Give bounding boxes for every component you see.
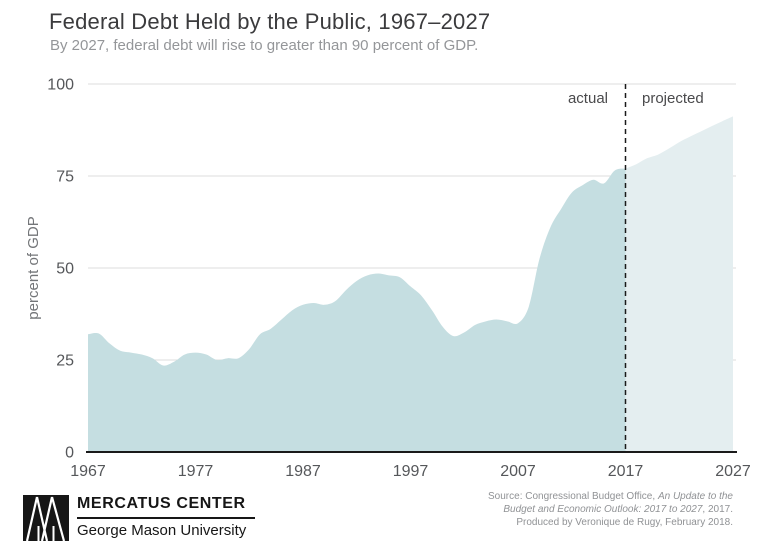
- x-tick-label-1997: 1997: [393, 463, 429, 480]
- brand-block: MERCATUS CENTER George Mason University: [77, 495, 255, 539]
- y-tick-label-75: 75: [56, 169, 74, 186]
- area-projected: [625, 116, 733, 453]
- x-tick-label-1987: 1987: [285, 463, 321, 480]
- y-tick-label-50: 50: [56, 261, 74, 278]
- page-subtitle: By 2027, federal debt will rise to great…: [50, 37, 479, 54]
- x-tick-label-2017: 2017: [608, 463, 644, 480]
- source-note: Source: Congressional Budget Office, An …: [393, 490, 733, 529]
- source-line-3: Produced by Veronique de Rugy, February …: [516, 517, 733, 528]
- y-tick-label-100: 100: [47, 77, 74, 94]
- source-line-2: Budget and Economic Outlook: 2017 to 202…: [503, 504, 733, 515]
- source-line-1: Source: Congressional Budget Office, An …: [488, 491, 733, 502]
- x-tick-label-2007: 2007: [500, 463, 536, 480]
- brand-title: MERCATUS CENTER: [77, 495, 255, 519]
- x-tick-label-1967: 1967: [70, 463, 106, 480]
- brand-subtitle: George Mason University: [77, 522, 247, 539]
- mercatus-logo-icon: [23, 495, 69, 541]
- x-tick-label-1977: 1977: [178, 463, 214, 480]
- y-tick-label-25: 25: [56, 353, 74, 370]
- y-tick-label-0: 0: [65, 445, 74, 462]
- x-tick-label-2027: 2027: [715, 463, 751, 480]
- y-axis-title: percent of GDP: [25, 216, 42, 319]
- annotation-projected: projected: [642, 90, 704, 107]
- page-title: Federal Debt Held by the Public, 1967–20…: [49, 9, 491, 34]
- annotation-actual: actual: [567, 90, 608, 107]
- area-actual: [88, 168, 626, 452]
